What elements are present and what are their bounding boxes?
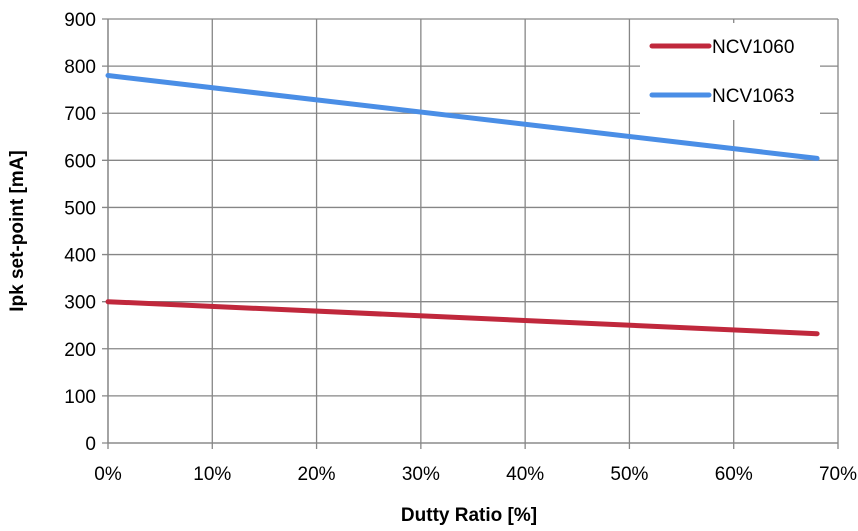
series-line-ncv1060: [105, 299, 820, 337]
x-tick-label: 30%: [402, 464, 440, 485]
x-tick-label: 10%: [193, 464, 231, 485]
grid: [102, 18, 839, 449]
x-tick-label: 70%: [819, 464, 857, 485]
legend-label: NCV1063: [712, 86, 794, 107]
y-tick-label: 500: [64, 198, 96, 219]
y-axis-ticks: 0 100 200 300 400 500 600 700 800 900: [64, 10, 96, 455]
y-tick-label: 0: [85, 434, 96, 455]
y-tick-label: 300: [64, 293, 96, 314]
y-tick-label: 200: [64, 340, 96, 361]
x-axis-title: Dutty Ratio [%]: [401, 505, 537, 526]
x-tick-label: 50%: [610, 464, 648, 485]
y-tick-label: 800: [64, 57, 96, 78]
x-axis-ticks: 0% 10% 20% 30% 40% 50% 60% 70%: [94, 464, 857, 485]
y-tick-label: 100: [64, 387, 96, 408]
y-tick-label: 600: [64, 151, 96, 172]
y-axis-title: Ipk set-point [mA]: [7, 150, 28, 312]
y-tick-label: 400: [64, 246, 96, 267]
y-tick-label: 700: [64, 104, 96, 125]
x-tick-label: 0%: [94, 464, 122, 485]
legend-label: NCV1060: [712, 37, 794, 58]
x-tick-label: 60%: [715, 464, 753, 485]
x-tick-label: 40%: [506, 464, 544, 485]
series-line-ncv1063: [105, 73, 820, 161]
legend-box: [640, 23, 820, 120]
x-tick-label: 20%: [298, 464, 336, 485]
y-tick-label: 900: [64, 10, 96, 31]
series-lines: [105, 73, 820, 337]
legend: NCV1060 NCV1063: [640, 23, 820, 120]
